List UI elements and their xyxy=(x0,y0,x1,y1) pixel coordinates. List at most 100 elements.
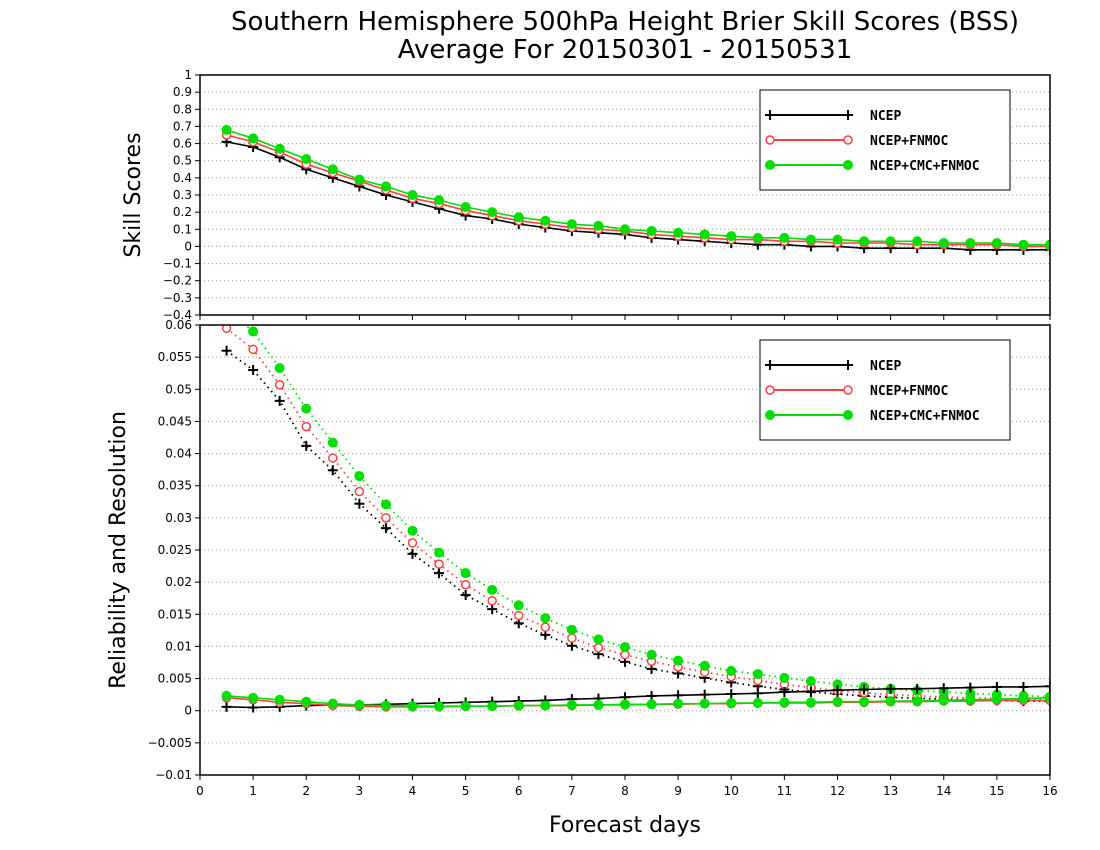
x-tick-label: 0 xyxy=(196,784,204,798)
y-tick-label: −0.1 xyxy=(163,257,192,271)
x-axis-label: Forecast days xyxy=(549,813,701,838)
series-ncep-cmc-fnmoc-point xyxy=(221,124,232,135)
x-tick-label: 3 xyxy=(356,784,364,798)
series-ncep-cmc-fnmoc-point xyxy=(354,174,365,185)
y-tick-label: 0.6 xyxy=(173,137,192,151)
series-ncep-cmc-fnmoc-reliability-point xyxy=(301,696,312,707)
series-ncep-cmc-fnmoc-point xyxy=(965,238,976,248)
series-ncep-fnmoc-resolution-point xyxy=(248,344,258,355)
series-ncep-cmc-fnmoc-point xyxy=(540,215,551,226)
series-ncep-point xyxy=(1045,244,1050,255)
series-ncep-cmc-fnmoc-reliability-point xyxy=(938,695,949,706)
series-ncep-cmc-fnmoc-point xyxy=(832,234,843,245)
series-ncep-cmc-fnmoc-point xyxy=(248,133,259,144)
y-axis-label-reliability: Reliability and Resolution xyxy=(106,411,131,689)
y-axis-label-skill: Skill Scores xyxy=(121,132,146,257)
series-ncep-cmc-fnmoc-resolution-point xyxy=(513,600,524,611)
series-ncep-cmc-fnmoc-reliability-point xyxy=(407,701,418,712)
legend-label: NCEP+CMC+FNMOC xyxy=(870,409,980,424)
series-ncep-reliability-point xyxy=(912,683,923,694)
series-ncep-cmc-fnmoc-point xyxy=(673,227,684,238)
series-ncep-cmc-fnmoc-point xyxy=(380,181,391,192)
series-ncep-reliability-point xyxy=(699,689,710,700)
series-ncep-fnmoc-resolution-point xyxy=(301,421,311,432)
series-ncep-cmc-fnmoc-reliability-point xyxy=(620,699,630,710)
y-tick-label: 0.5 xyxy=(173,154,192,168)
series-ncep-resolution-point xyxy=(248,365,259,375)
series-ncep-cmc-fnmoc-reliability-point xyxy=(221,690,232,701)
series-ncep-resolution-point xyxy=(487,604,498,615)
legend-marker xyxy=(765,360,775,370)
legend-marker xyxy=(765,385,775,395)
series-ncep-cmc-fnmoc-point xyxy=(938,238,949,248)
series-ncep-cmc-fnmoc-point xyxy=(434,195,445,206)
series-ncep-cmc-fnmoc-reliability-point xyxy=(593,699,604,710)
x-tick-label: 13 xyxy=(883,784,898,798)
series-ncep-resolution-point xyxy=(460,590,471,600)
legend: NCEP NCEP+FNMOC NCEP+CMC+FNMOC xyxy=(759,339,1011,441)
legend-label: NCEP+FNMOC xyxy=(870,384,948,399)
series-group xyxy=(221,124,1050,255)
series-group xyxy=(221,304,1050,713)
y-tick-label: 0.03 xyxy=(165,511,192,525)
series-ncep-cmc-fnmoc-point xyxy=(779,232,790,243)
series-ncep-reliability-point xyxy=(752,688,763,699)
legend-marker xyxy=(765,110,775,120)
series-ncep-cmc-fnmoc-resolution-point xyxy=(673,655,684,666)
x-tick-label: 15 xyxy=(989,784,1004,798)
series-ncep-resolution-point xyxy=(407,548,418,559)
reliability-resolution-panel: −0.01 −0.005 0 0.005 0.01 0.015 0.02 0.025 0.03 0… xyxy=(148,304,1058,798)
series-ncep-cmc-fnmoc-resolution-point xyxy=(222,304,231,313)
plot-frame xyxy=(199,324,1051,776)
x-tick-label: 6 xyxy=(515,784,523,798)
series-ncep-cmc-fnmoc-resolution-point xyxy=(407,525,418,536)
legend: NCEP NCEP+FNMOC NCEP+CMC+FNMOC xyxy=(759,89,1011,191)
legend-label: NCEP xyxy=(870,109,901,124)
series-ncep-cmc-fnmoc-point xyxy=(301,154,312,164)
series-ncep-resolution-point xyxy=(301,440,312,451)
series-ncep-cmc-fnmoc-point xyxy=(885,236,896,247)
series-ncep-cmc-fnmoc-resolution-point xyxy=(274,363,285,374)
legend-marker xyxy=(843,410,853,420)
y-tick-label: 0.4 xyxy=(173,171,192,185)
series-ncep-cmc-fnmoc-resolution-point xyxy=(540,613,551,624)
series-ncep-fnmoc-resolution-point xyxy=(487,596,497,606)
y-tick-label: 0.055 xyxy=(158,350,192,364)
y-tick-label: 0.05 xyxy=(165,382,192,396)
series-ncep-cmc-fnmoc-point xyxy=(487,207,498,218)
series-ncep-cmc-fnmoc-point xyxy=(752,232,763,243)
series-ncep-cmc-fnmoc-resolution-point xyxy=(805,676,816,687)
y-tick-label: 0 xyxy=(184,704,192,718)
y-tick-label: −0.2 xyxy=(163,274,192,288)
legend-marker xyxy=(843,160,853,170)
series-ncep-cmc-fnmoc-resolution-point xyxy=(487,584,498,595)
x-tick-label: 8 xyxy=(621,784,629,798)
y-tick-label: −0.01 xyxy=(155,768,192,782)
x-tick-label: 16 xyxy=(1042,784,1057,798)
series-ncep-cmc-fnmoc-reliability-point xyxy=(646,699,657,710)
x-tick-label: 11 xyxy=(777,784,792,798)
series-ncep-cmc-fnmoc-reliability-point xyxy=(1018,693,1029,704)
y-tick-label: 0.015 xyxy=(158,607,192,621)
series-ncep-cmc-fnmoc-point xyxy=(1018,239,1029,250)
x-tick-label: 4 xyxy=(409,784,417,798)
chart-title: Southern Hemisphere 500hPa Height Brier … xyxy=(231,7,1019,37)
skill-score-panel: −0.4 −0.3 −0.2 −0.1 0 0.1 0.2 0.3 0.4 0.5 0.6 0.7 0.… xyxy=(163,68,1051,322)
y-tick-label: 0.2 xyxy=(173,205,192,219)
series-ncep-cmc-fnmoc-point xyxy=(699,229,710,240)
series-ncep-cmc-fnmoc-resolution-point xyxy=(354,471,365,482)
series-ncep-reliability-point xyxy=(726,689,737,699)
series-ncep-cmc-fnmoc-resolution-point xyxy=(779,672,790,683)
series-ncep-cmc-fnmoc-reliability-point xyxy=(327,698,338,709)
series-ncep-cmc-fnmoc-point xyxy=(726,231,737,242)
series-ncep-reliability-point xyxy=(805,686,816,697)
series-ncep-fnmoc-resolution-point xyxy=(593,642,604,653)
series-ncep-cmc-fnmoc-reliability-point xyxy=(832,696,843,707)
series-ncep-fnmoc-reliability-line xyxy=(226,697,1050,708)
series-ncep-cmc-fnmoc-resolution-point xyxy=(726,665,737,676)
series-ncep-fnmoc-resolution-point xyxy=(514,610,524,621)
x-tick-label: 9 xyxy=(674,784,682,798)
series-ncep-fnmoc-resolution-point xyxy=(434,559,444,569)
y-tick-label: −0.3 xyxy=(163,291,192,305)
